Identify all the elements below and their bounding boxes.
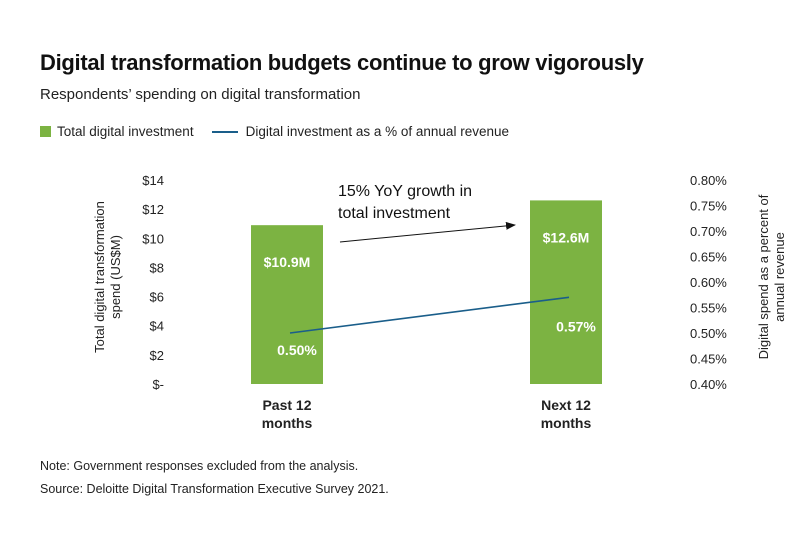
annotation-arrow: [339, 221, 516, 243]
bar-value-label: $12.6M: [543, 229, 590, 245]
right-tick-label: 0.45%: [690, 352, 727, 367]
left-axis-title-line: Total digital transformation: [92, 201, 107, 353]
legend: Total digital investment Digital investm…: [40, 124, 509, 139]
left-tick-label: $12: [142, 202, 164, 217]
right-tick-label: 0.70%: [690, 224, 727, 239]
legend-line-label: Digital investment as a % of annual reve…: [245, 124, 509, 139]
line-value-label: 0.50%: [277, 342, 317, 358]
right-tick-label: 0.40%: [690, 377, 727, 392]
bar-value-label: $10.9M: [264, 254, 311, 270]
source-note: Source: Deloitte Digital Transformation …: [40, 482, 389, 496]
right-axis-title: Digital spend as a percent ofannual reve…: [756, 194, 787, 359]
footnote: Note: Government responses excluded from…: [40, 459, 359, 473]
category-label: Past 12: [262, 397, 311, 413]
right-tick-label: 0.75%: [690, 199, 727, 214]
left-tick-label: $-: [152, 377, 164, 392]
category-label: months: [262, 415, 313, 431]
line-value-label: 0.57%: [556, 318, 596, 334]
legend-bar-swatch: [40, 126, 51, 137]
legend-bar-label: Total digital investment: [57, 124, 194, 139]
left-axis-title-line: spend (US$M): [108, 235, 123, 319]
right-tick-label: 0.65%: [690, 250, 727, 265]
left-tick-label: $8: [150, 260, 164, 275]
category-label: months: [541, 415, 592, 431]
left-tick-label: $10: [142, 231, 164, 246]
right-axis-title-line: annual revenue: [772, 232, 787, 322]
right-tick-label: 0.60%: [690, 275, 727, 290]
bar: [530, 200, 602, 384]
revenue-percent-line: [289, 296, 570, 334]
left-tick-label: $6: [150, 290, 164, 305]
bar: [251, 225, 323, 384]
right-tick-label: 0.80%: [690, 173, 727, 188]
annotation-line-2: total investment: [338, 205, 451, 222]
category-label: Next 12: [541, 397, 591, 413]
right-tick-label: 0.50%: [690, 326, 727, 341]
annotation-line-1: 15% YoY growth in: [338, 183, 472, 200]
chart-subtitle: Respondents’ spending on digital transfo…: [40, 86, 361, 103]
chart-title: Digital transformation budgets continue …: [40, 50, 644, 75]
left-tick-label: $4: [150, 319, 164, 334]
left-tick-label: $14: [142, 173, 164, 188]
right-axis-title-line: Digital spend as a percent of: [756, 194, 771, 359]
left-axis-title: Total digital transformationspend (US$M): [92, 201, 123, 353]
legend-line-swatch: [211, 130, 238, 133]
right-tick-label: 0.55%: [690, 301, 727, 316]
left-tick-label: $2: [150, 348, 164, 363]
